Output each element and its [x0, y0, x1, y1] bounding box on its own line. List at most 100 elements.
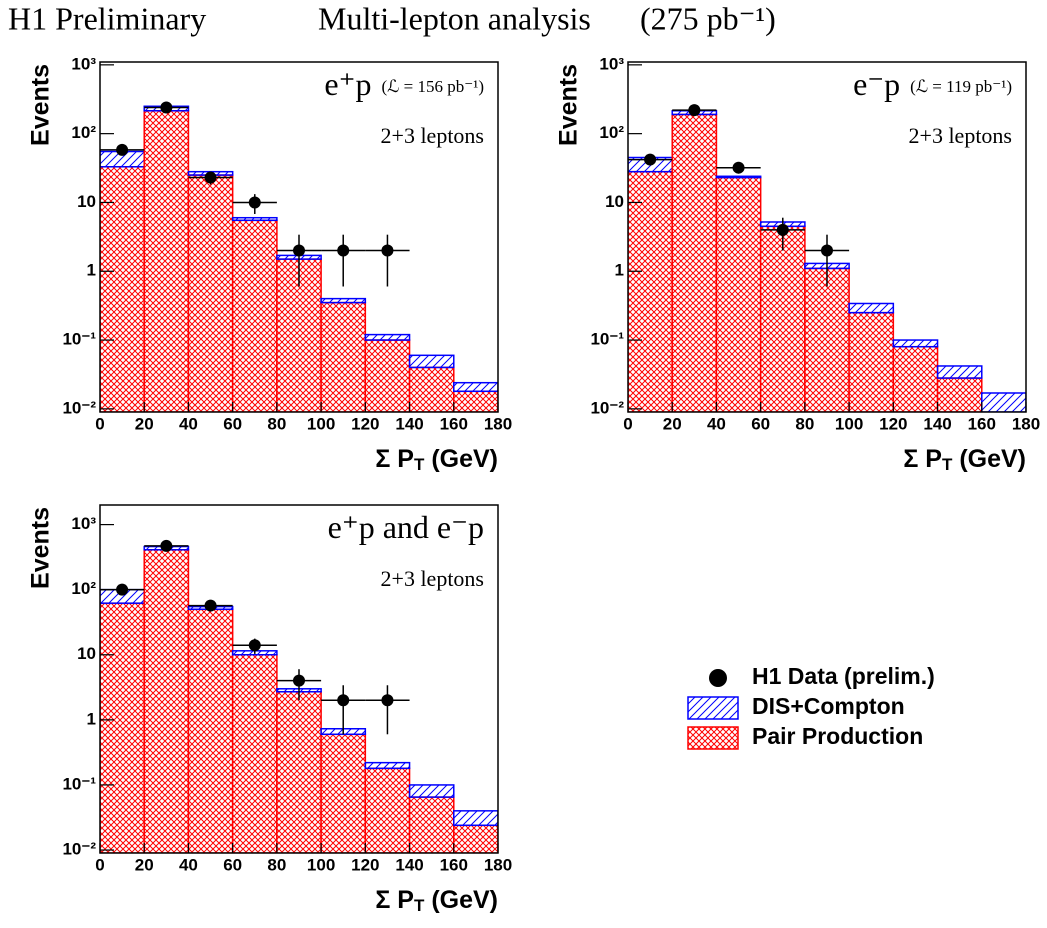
header-right: (275 pb⁻¹) — [640, 0, 776, 36]
x-tick-label: 20 — [135, 414, 154, 433]
x-tick-label: 40 — [707, 414, 726, 433]
x-tick-label: 180 — [484, 855, 512, 874]
x-tick-label: 140 — [923, 414, 951, 433]
data-point — [821, 244, 833, 257]
data-point — [116, 143, 129, 156]
histogram-bar — [848, 302, 895, 314]
x-tick-label: 80 — [267, 855, 286, 874]
histogram-bar — [364, 767, 411, 853]
y-tick-label: 1 — [615, 261, 624, 280]
histogram-bar — [364, 333, 411, 341]
data-point — [204, 599, 217, 612]
chart-title: e⁻p (ℒ = 119 pb⁻¹) — [853, 66, 1012, 102]
x-tick-label: 140 — [395, 414, 423, 433]
legend-swatch — [687, 726, 739, 750]
legend-label: Pair Production — [752, 723, 923, 749]
plot-area — [100, 101, 498, 412]
x-tick-label: 60 — [751, 414, 770, 433]
chart-title-text: e⁺p — [324, 66, 371, 102]
x-tick-label: 80 — [267, 414, 286, 433]
histogram-bar — [759, 225, 806, 412]
histogram-bar — [143, 110, 190, 412]
x-tick-label: 60 — [223, 855, 242, 874]
data-point — [337, 694, 350, 707]
x-tick-label: 80 — [795, 414, 814, 433]
y-tick-label: 10⁻² — [62, 398, 96, 417]
y-tick-label: 1 — [87, 261, 96, 280]
histogram-bar — [408, 784, 455, 798]
histogram-bar — [453, 824, 498, 853]
chart-title: e⁺p and e⁻p — [328, 509, 484, 545]
legend-swatch — [687, 696, 739, 720]
histogram-bar — [804, 267, 850, 412]
x-tick-label: 120 — [879, 414, 907, 433]
annotation: 2+3 leptons — [909, 123, 1012, 148]
data-point — [732, 161, 745, 174]
header-middle: Multi-lepton analysis — [318, 0, 591, 36]
data-point — [116, 583, 129, 596]
histogram-bar — [453, 381, 498, 393]
chart-title-text: e⁺p and e⁻p — [328, 509, 484, 545]
histogram-bar — [671, 113, 718, 412]
frame — [627, 61, 1027, 413]
data-point — [688, 104, 701, 117]
y-axis-label: Events — [555, 64, 583, 146]
histogram-bar — [364, 339, 411, 412]
histogram-bar — [892, 339, 939, 348]
data-point — [644, 153, 657, 166]
x-tick-label: 40 — [179, 855, 198, 874]
data-point — [248, 196, 261, 209]
y-tick-label: 10⁻² — [62, 840, 96, 859]
histogram-bar — [936, 365, 983, 379]
x-tick-label: 0 — [623, 414, 632, 433]
x-tick-label: 120 — [351, 855, 379, 874]
data-point — [293, 244, 305, 257]
x-axis-label-part: T — [942, 455, 953, 474]
histogram-bar — [231, 216, 278, 222]
plot-area — [100, 539, 498, 853]
histogram-bar — [143, 549, 190, 853]
histogram-bar — [936, 377, 983, 412]
data-point — [293, 674, 305, 687]
x-tick-label: 140 — [395, 855, 423, 874]
y-tick-label: 10⁻² — [590, 398, 624, 417]
histogram-bar — [231, 219, 278, 412]
x-tick-label: 20 — [663, 414, 682, 433]
y-tick-label: 10⁻¹ — [62, 330, 96, 349]
x-tick-label: 180 — [484, 414, 512, 433]
x-tick-label: 40 — [179, 414, 198, 433]
histogram-bar — [320, 297, 367, 304]
histogram-bar — [628, 170, 673, 412]
histogram-bar — [408, 796, 455, 853]
y-tick-label: 10⁻¹ — [62, 774, 96, 793]
x-tick-label: 60 — [223, 414, 242, 433]
chart-subtitle: (ℒ = 119 pb⁻¹) — [910, 77, 1012, 96]
histogram-bar — [320, 301, 367, 412]
x-axis-label: Σ PT (GeV) — [375, 886, 498, 915]
histogram-bar — [453, 810, 498, 827]
annotation: 2+3 leptons — [381, 566, 484, 591]
y-tick-label: 10 — [77, 192, 96, 211]
histogram-bar — [100, 602, 145, 853]
histogram-bar — [848, 311, 895, 412]
frame — [99, 61, 499, 413]
histogram-bar — [715, 176, 762, 412]
plot-area — [628, 104, 1026, 412]
histogram-bar — [408, 366, 455, 412]
histogram-bar — [715, 175, 762, 179]
x-axis-label: Σ PT (GeV) — [375, 445, 498, 474]
data-point — [160, 539, 173, 552]
x-tick-label: 160 — [440, 855, 468, 874]
y-tick-label: 10 — [77, 644, 96, 663]
x-axis-label-part: Σ P — [903, 445, 942, 473]
x-tick-label: 0 — [95, 414, 104, 433]
histogram-bar — [100, 166, 145, 412]
y-tick-label: 10³ — [71, 54, 96, 73]
y-tick-label: 10² — [71, 123, 96, 142]
chart-title-text: e⁻p — [853, 66, 900, 102]
y-tick-label: 1 — [87, 709, 96, 728]
y-tick-label: 10³ — [71, 514, 96, 533]
legend-label: H1 Data (prelim.) — [752, 663, 935, 689]
x-tick-label: 160 — [440, 414, 468, 433]
